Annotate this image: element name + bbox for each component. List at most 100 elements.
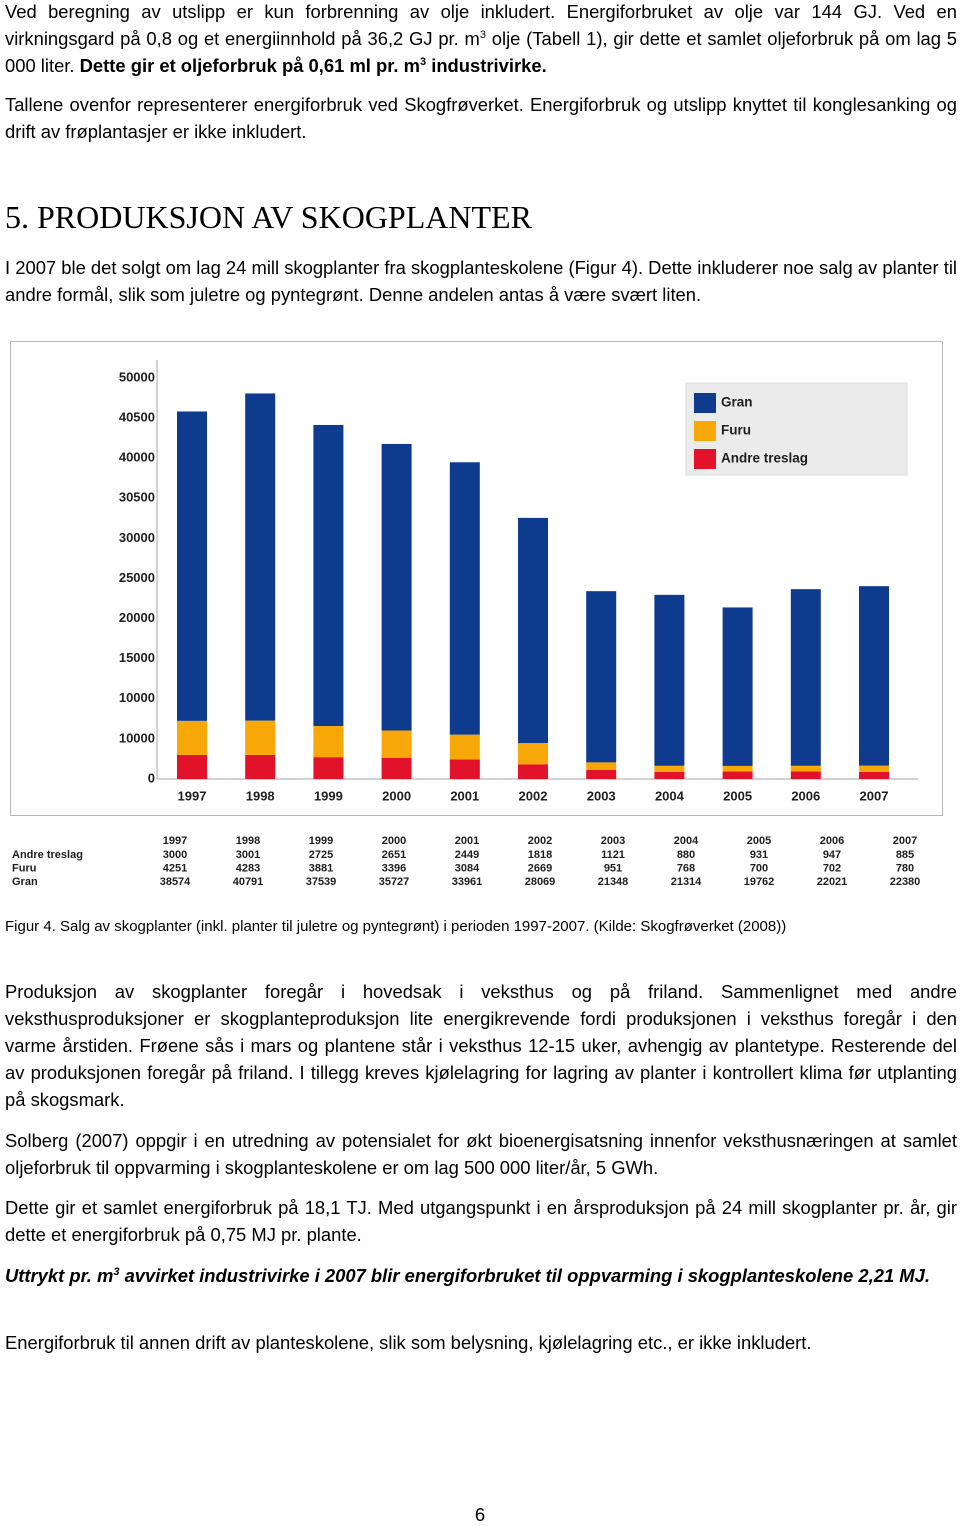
table-header: 1999: [309, 835, 333, 847]
text: Uttrykt pr. m: [5, 1265, 114, 1286]
x-tick-label: 2002: [519, 788, 548, 803]
table-cell: 3396: [382, 862, 406, 874]
table-cell: 28069: [525, 876, 556, 888]
legend-label: Andre treslag: [721, 451, 808, 466]
y-tick-label: 30500: [119, 490, 155, 505]
bar-segment: [177, 720, 207, 755]
table-cell: 22021: [817, 876, 848, 888]
y-tick-label: 40000: [119, 450, 155, 465]
bar-segment: [586, 591, 617, 763]
bar-segment: [177, 411, 207, 721]
x-tick-label: 2003: [587, 788, 616, 803]
figure-caption: Figur 4. Salg av skogplanter (inkl. plan…: [5, 918, 787, 935]
legend-swatch: [694, 393, 716, 413]
table-header: 2002: [528, 835, 552, 847]
y-tick-label: 40500: [119, 410, 155, 425]
bar-segment: [654, 594, 685, 766]
bar-segment: [518, 764, 548, 779]
x-tick-label: 2006: [791, 788, 820, 803]
table-header: 2001: [455, 835, 479, 847]
table-cell: 931: [750, 849, 768, 861]
table-cell: 38574: [160, 876, 191, 888]
table-cell: 885: [896, 849, 914, 861]
text: avvirket industrivirke i 2007 blir energ…: [119, 1265, 930, 1286]
table-cell: 35727: [379, 876, 410, 888]
table-header: 2007: [893, 835, 917, 847]
x-tick-label: 2005: [723, 788, 752, 803]
bar-segment: [654, 765, 685, 772]
chart-frame: [10, 341, 943, 816]
table-cell: 37539: [306, 876, 337, 888]
y-tick-label: 20000: [119, 610, 155, 625]
superscript: 3: [479, 29, 486, 41]
table-cell: 2449: [455, 849, 479, 861]
table-header: 1998: [236, 835, 260, 847]
bar-segment: [313, 424, 344, 727]
paragraph: Solberg (2007) oppgir i en utredning av …: [5, 1127, 957, 1181]
text: Energiforbruk til annen drift av plantes…: [5, 1332, 812, 1353]
bar-segment: [790, 765, 821, 772]
y-tick-label: 10000: [119, 730, 155, 745]
legend-swatch: [694, 449, 716, 469]
bar-segment: [859, 771, 889, 779]
x-tick-label: 2001: [450, 788, 479, 803]
bar-segment: [449, 734, 480, 760]
x-tick-label: 2000: [382, 788, 411, 803]
legend-box: [685, 382, 908, 476]
table-cell: 3084: [455, 862, 480, 874]
text: Dette gir et oljeforbruk på 0,61 ml pr. …: [79, 55, 420, 76]
bar-segment: [518, 517, 548, 744]
bar-segment: [313, 757, 344, 779]
bar-segment: [790, 589, 821, 766]
table-cell: 3001: [236, 849, 260, 861]
text: Dette gir et samlet energiforbruk på 18,…: [5, 1197, 957, 1245]
y-tick-label: 50000: [119, 369, 155, 384]
table-cell: 768: [677, 862, 695, 874]
table-cell: 3881: [309, 862, 333, 874]
text: Ved beregning av utslipp er kun forbrenn…: [5, 1, 957, 49]
bar-segment: [449, 759, 480, 779]
text: olje (Tabell 1), gir dette et samlet olj…: [5, 28, 958, 76]
table-header: 1997: [163, 835, 187, 847]
chart: 0 10000 10000 15000 20000 25000 30000 30500 4000…: [10, 360, 925, 891]
table-row-label: Furu: [12, 862, 36, 874]
bar-segment: [381, 443, 412, 731]
table-cell: 4251: [163, 862, 187, 874]
y-tick-label: 15000: [119, 650, 155, 665]
page-number: 6: [474, 1504, 486, 1525]
bar-segment: [245, 393, 276, 721]
bar-segment: [313, 726, 344, 758]
table-cell: 1818: [528, 849, 552, 861]
table-cell: 951: [604, 862, 622, 874]
table-cell: 947: [823, 849, 841, 861]
table-cell: 33961: [452, 876, 483, 888]
y-tick-label: 25000: [119, 570, 155, 585]
table-background: [10, 833, 925, 891]
paragraph: Ved beregning av utslipp er kun forbrenn…: [5, 0, 957, 79]
table-row-label: Gran: [12, 876, 38, 888]
x-tick-label: 2007: [860, 788, 889, 803]
bar-segment: [722, 771, 753, 779]
legend-swatch: [694, 421, 716, 441]
bar-segment: [790, 771, 821, 779]
bar-segment: [722, 765, 753, 772]
text: Produksjon av skogplanter foregår i hove…: [5, 981, 957, 1110]
bar-segment: [586, 770, 617, 779]
x-tick-label: 2004: [655, 788, 685, 803]
y-tick-label: 30000: [119, 530, 155, 545]
paragraph: Energiforbruk til annen drift av plantes…: [5, 1329, 957, 1356]
text: industrivirke.: [426, 55, 547, 76]
superscript: 3: [419, 56, 427, 68]
table-header: 2003: [601, 835, 625, 847]
table-cell: 19762: [744, 876, 775, 888]
bar-segment: [381, 757, 412, 779]
table-cell: 2651: [382, 849, 406, 861]
y-tick-label: 0: [148, 770, 155, 785]
x-tick-label: 1999: [314, 788, 343, 803]
legend-label: Gran: [721, 395, 753, 410]
table-cell: 700: [750, 862, 768, 874]
bar-segment: [245, 754, 276, 779]
paragraph: Produksjon av skogplanter foregår i hove…: [5, 978, 957, 1113]
table-cell: 4283: [236, 862, 260, 874]
